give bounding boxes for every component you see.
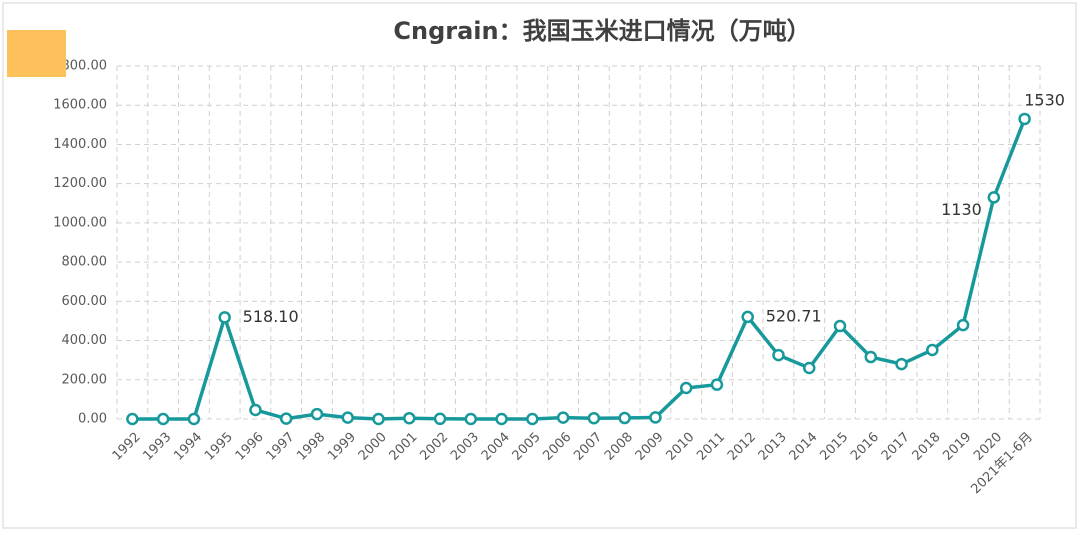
y-tick-label: 0.00 bbox=[78, 412, 107, 427]
marker bbox=[833, 319, 847, 333]
marker bbox=[772, 348, 785, 362]
marker bbox=[618, 411, 631, 425]
y-tick-label: 1200.00 bbox=[53, 176, 107, 191]
data-label: 1530 bbox=[1024, 90, 1065, 109]
marker bbox=[649, 411, 662, 424]
marker bbox=[710, 378, 724, 391]
marker bbox=[956, 318, 970, 332]
marker bbox=[741, 310, 754, 324]
data-label: 1130 bbox=[941, 200, 982, 219]
chart-title: Cngrain：我国玉米进口情况（万吨） bbox=[393, 17, 810, 45]
y-tick-label: 1600.00 bbox=[53, 98, 107, 113]
marker bbox=[187, 412, 201, 426]
marker bbox=[156, 412, 170, 426]
marker bbox=[895, 357, 908, 371]
marker bbox=[587, 411, 601, 425]
data-label: 520.71 bbox=[766, 306, 822, 325]
marker bbox=[372, 412, 385, 426]
y-tick-label: 800.00 bbox=[62, 255, 108, 270]
marker bbox=[987, 191, 1001, 204]
marker bbox=[218, 311, 231, 324]
y-tick-label: 400.00 bbox=[62, 333, 108, 348]
marker bbox=[464, 412, 478, 426]
corner-badge bbox=[7, 30, 66, 77]
y-tick-label: 1400.00 bbox=[53, 137, 107, 152]
marker bbox=[864, 350, 878, 364]
marker bbox=[126, 412, 139, 426]
marker bbox=[249, 403, 262, 417]
marker bbox=[803, 361, 816, 375]
marker bbox=[495, 412, 508, 426]
marker bbox=[556, 411, 570, 424]
marker bbox=[341, 411, 354, 424]
marker bbox=[403, 411, 416, 425]
y-tick-label: 1000.00 bbox=[53, 215, 107, 230]
marker bbox=[433, 412, 447, 426]
marker bbox=[526, 412, 539, 426]
y-tick-label: 600.00 bbox=[62, 294, 108, 309]
marker bbox=[279, 412, 293, 425]
marker bbox=[926, 343, 939, 357]
marker bbox=[310, 407, 324, 421]
data-label: 518.10 bbox=[243, 307, 299, 326]
y-tick-label: 200.00 bbox=[62, 372, 108, 387]
frame bbox=[2, 2, 1077, 529]
marker bbox=[679, 381, 693, 395]
marker bbox=[1018, 112, 1031, 126]
y-tick-label: 1800.00 bbox=[53, 59, 107, 74]
